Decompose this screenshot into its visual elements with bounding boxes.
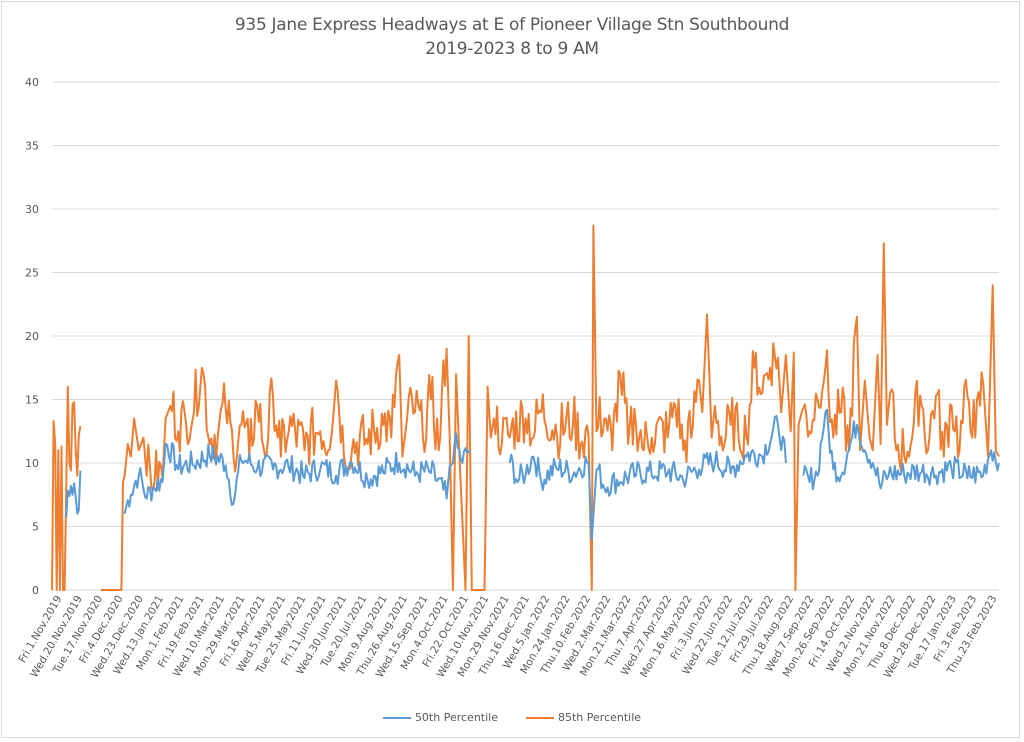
y-tick-label: 20	[25, 330, 39, 343]
y-tick-label: 0	[32, 584, 39, 597]
y-tick-label: 40	[25, 76, 39, 89]
series-lines	[51, 224, 1000, 591]
chart-title: 935 Jane Express Headways at E of Pionee…	[234, 15, 790, 35]
y-axis-ticks: 0 5 10 15 20 25 30 35 40	[25, 76, 39, 597]
y-tick-label: 30	[25, 203, 39, 216]
legend-item-85th: 85th Percentile	[526, 711, 641, 724]
legend-swatch-50th	[382, 716, 411, 719]
legend-swatch-85th	[526, 716, 554, 719]
y-tick-label: 35	[25, 140, 39, 153]
y-tick-label: 10	[25, 457, 39, 470]
legend: 50th Percentile 85th Percentile	[0, 711, 1024, 724]
y-tick-label: 25	[25, 267, 39, 280]
gridlines	[52, 81, 999, 591]
series-line-85th-percentile	[51, 224, 1000, 591]
y-tick-label: 5	[32, 521, 39, 534]
legend-item-50th: 50th Percentile	[382, 711, 498, 724]
x-axis-ticks: Fri.1.Nov.2019Wed.20.Nov.2019Tue.17.Nov.…	[16, 594, 999, 681]
y-tick-label: 15	[25, 394, 39, 407]
chart-subtitle: 2019-2023 8 to 9 AM	[425, 39, 599, 59]
series-line-50th-percentile	[65, 408, 1000, 541]
legend-label-85th: 85th Percentile	[558, 711, 642, 724]
legend-label-50th: 50th Percentile	[414, 711, 498, 724]
